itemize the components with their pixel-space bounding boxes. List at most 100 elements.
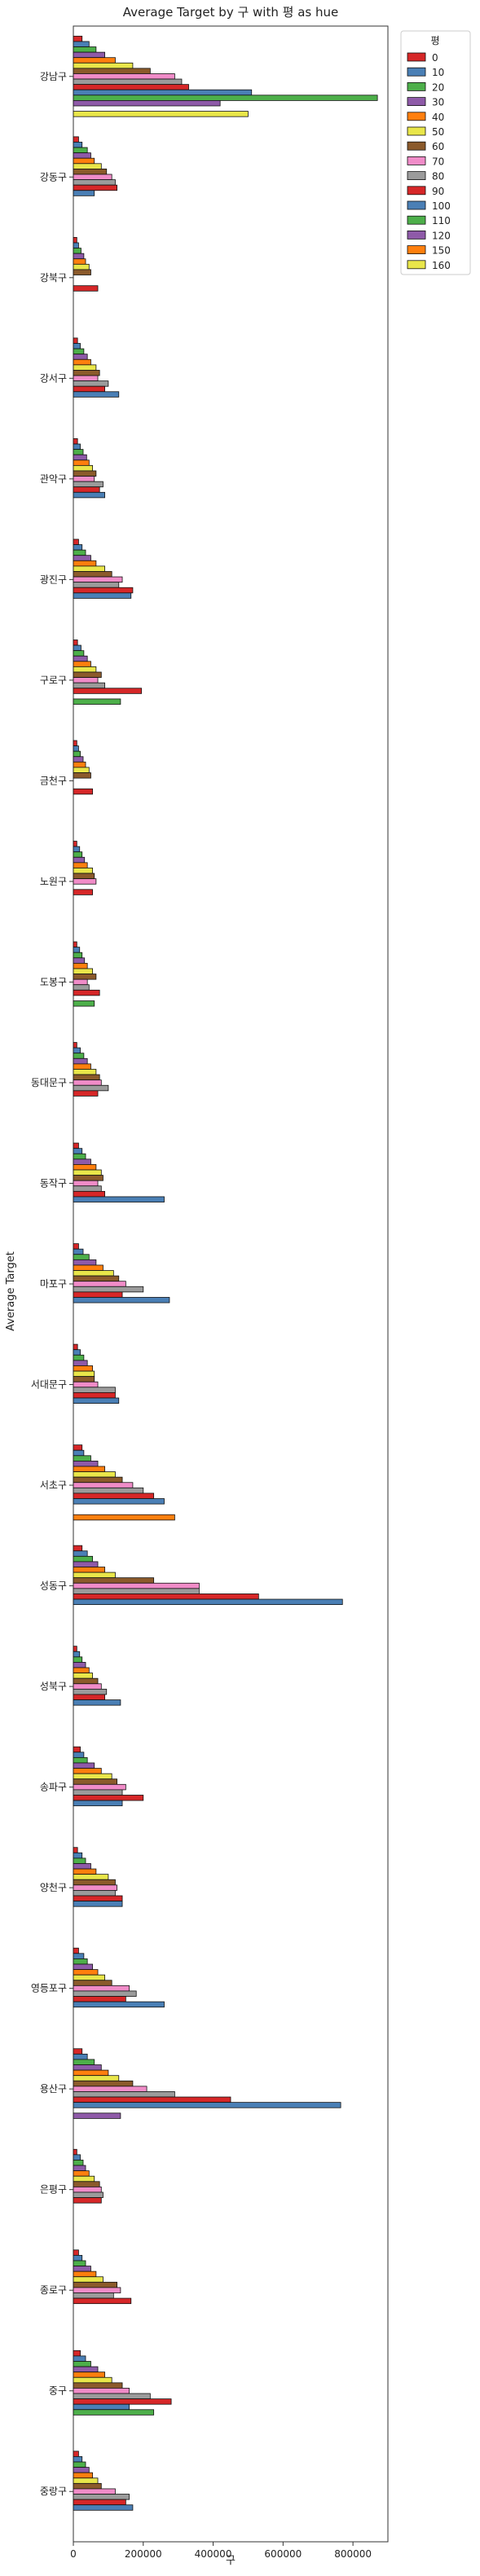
bar (73, 550, 86, 556)
bar (73, 2176, 95, 2182)
bar (73, 879, 96, 885)
bar (73, 1392, 115, 1398)
bar (73, 1075, 99, 1080)
bar (73, 243, 78, 248)
bar (73, 42, 89, 47)
chart-title: Average Target by 구 with 평 as hue (123, 5, 338, 20)
legend-label: 120 (432, 230, 451, 241)
bar (73, 2103, 341, 2108)
bar (73, 1058, 87, 1064)
y-tick-label: 마포구 (40, 1278, 67, 1290)
bar (73, 1572, 115, 1578)
bar (73, 2468, 89, 2473)
bar (73, 477, 95, 482)
bar (73, 846, 80, 852)
bar (73, 1154, 86, 1159)
bar (73, 359, 90, 365)
bar (73, 1382, 98, 1387)
bar (73, 1249, 83, 1255)
bar (73, 645, 81, 651)
legend: 평 0 10 20 30 40 50 60 70 80 90 100 110 120 150 160 (401, 31, 470, 275)
bar (73, 1191, 105, 1197)
bar (73, 560, 96, 566)
bar (73, 169, 107, 174)
bar (73, 666, 96, 672)
legend-label: 70 (432, 156, 444, 167)
bar (73, 2489, 115, 2495)
plot-area: 강남구강동구강북구강서구관악구광진구구로구금천구노원구도봉구동대문구동작구마포구… (31, 26, 388, 2560)
bar (73, 2198, 101, 2204)
bar (73, 147, 87, 153)
bar (73, 1053, 84, 1059)
bar (73, 1387, 115, 1393)
bar (73, 1948, 78, 1954)
bar (73, 237, 77, 243)
bar (73, 58, 115, 64)
legend-swatch (407, 142, 425, 150)
bar (73, 757, 83, 763)
bar (73, 1964, 93, 1970)
bar (73, 95, 377, 101)
y-tick-label: 성북구 (40, 1681, 67, 1692)
bar (73, 1795, 143, 1800)
bar (73, 1461, 98, 1466)
bar (73, 1879, 115, 1885)
bar (73, 481, 103, 487)
bar (73, 1344, 77, 1350)
bar (73, 1774, 112, 1779)
bar (73, 746, 78, 752)
bar (73, 672, 101, 678)
bar (73, 158, 95, 164)
bar (73, 587, 133, 593)
bar (73, 952, 82, 958)
bar (73, 873, 95, 879)
bar (73, 1085, 108, 1091)
bar (73, 1970, 98, 1976)
bar (73, 492, 105, 498)
bar (73, 259, 86, 265)
bar (73, 539, 78, 545)
bar (73, 1673, 93, 1679)
bar (73, 863, 87, 868)
bar (73, 1594, 258, 1599)
bar (73, 1657, 82, 1663)
legend-label: 100 (432, 200, 451, 212)
bar (73, 1980, 112, 1986)
y-tick-label: 노원구 (40, 876, 67, 887)
bar (73, 985, 89, 991)
bar (73, 1265, 103, 1271)
bar (73, 577, 122, 582)
bar (73, 142, 82, 147)
bar (73, 354, 87, 360)
bar (73, 2456, 82, 2462)
bar (73, 2383, 122, 2389)
bar (73, 2113, 121, 2119)
bar (73, 1958, 87, 1964)
bar (73, 566, 105, 572)
bar (73, 444, 81, 450)
legend-swatch (407, 246, 425, 254)
bar (73, 100, 220, 106)
bar (73, 2065, 101, 2071)
bar (73, 1450, 84, 1456)
bar (73, 751, 81, 757)
x-tick-label: 800000 (334, 2548, 372, 2560)
legend-label: 60 (432, 141, 444, 152)
bar (73, 2070, 108, 2076)
bar (73, 1048, 81, 1053)
bar (73, 2277, 103, 2283)
y-tick-label: 성동구 (40, 1580, 67, 1592)
bar (73, 1355, 84, 1361)
legend-swatch (407, 187, 425, 195)
bar (73, 2171, 89, 2177)
bar (73, 191, 95, 196)
bar (73, 1001, 95, 1007)
bar (73, 1779, 117, 1785)
y-tick-label: 동작구 (40, 1177, 67, 1189)
x-tick-label: 200000 (125, 2548, 162, 2560)
bar (73, 1456, 90, 1462)
legend-label: 80 (432, 171, 444, 182)
y-tick-label: 강동구 (40, 171, 67, 182)
bar (73, 842, 77, 847)
